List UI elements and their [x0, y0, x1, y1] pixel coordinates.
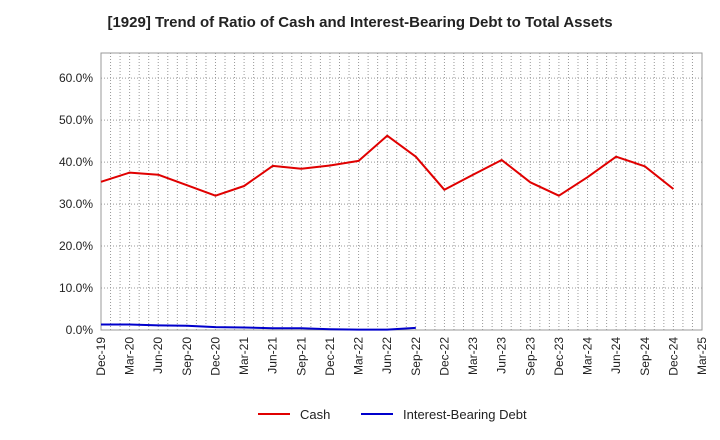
x-tick-label: Jun-22 [380, 337, 394, 374]
y-axis-tick-labels: 0.0% 10.0% 20.0% 30.0% 40.0% 50.0% 60.0% [59, 71, 93, 337]
x-tick-label: Dec-21 [323, 337, 337, 376]
x-tick-label: Mar-20 [123, 337, 137, 375]
x-tick-label: Dec-23 [552, 337, 566, 376]
x-tick-label: Mar-23 [466, 337, 480, 375]
x-tick-label: Mar-21 [237, 337, 251, 375]
x-tick-label: Mar-24 [581, 337, 595, 375]
legend-label: Cash [300, 407, 330, 422]
x-tick-label: Jun-23 [495, 337, 509, 374]
x-tick-label: Dec-20 [208, 337, 222, 376]
x-tick-label: Dec-24 [666, 337, 680, 376]
x-tick-label: Sep-21 [294, 337, 308, 376]
x-tick-label: Jun-20 [151, 337, 165, 374]
x-tick-label: Dec-22 [437, 337, 451, 376]
legend: Cash Interest-Bearing Debt [258, 407, 527, 422]
y-tick-label: 20.0% [59, 239, 93, 253]
x-tick-label: Sep-24 [638, 337, 652, 376]
x-tick-label: Mar-22 [352, 337, 366, 375]
x-tick-label: Dec-19 [94, 337, 108, 376]
x-tick-label: Mar-25 [695, 337, 709, 375]
plot-area [100, 52, 703, 331]
x-tick-label: Jun-24 [609, 337, 623, 374]
series-line-interest-bearing-debt [101, 323, 416, 331]
x-tick-label: Sep-20 [180, 337, 194, 376]
y-tick-label: 40.0% [59, 155, 93, 169]
y-tick-label: 50.0% [59, 113, 93, 127]
y-tick-label: 0.0% [66, 323, 94, 337]
x-tick-label: Jun-21 [266, 337, 280, 374]
y-tick-label: 30.0% [59, 197, 93, 211]
series-lines [100, 134, 675, 331]
y-tick-label: 60.0% [59, 71, 93, 85]
legend-label: Interest-Bearing Debt [403, 407, 527, 422]
x-axis-tick-labels: Dec-19 Mar-20 Jun-20 Sep-20 Dec-20 Mar-21 Jun-… [94, 337, 709, 376]
x-tick-label: Sep-22 [409, 337, 423, 376]
y-tick-label: 10.0% [59, 281, 93, 295]
x-tick-label: Sep-23 [523, 337, 537, 376]
series-line-cash [100, 134, 675, 197]
chart-title: [1929] Trend of Ratio of Cash and Intere… [107, 14, 613, 31]
